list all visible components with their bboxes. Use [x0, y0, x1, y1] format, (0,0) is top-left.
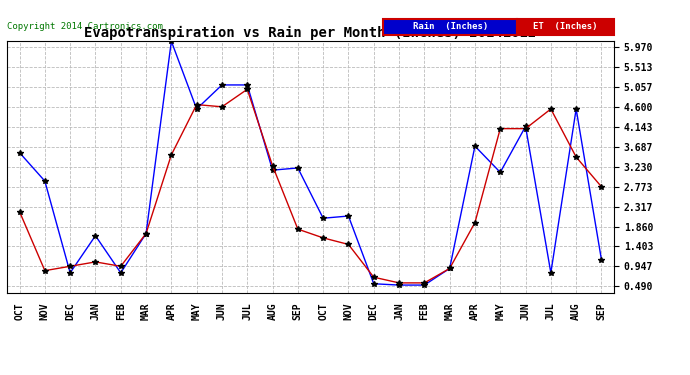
- Text: ET  (Inches): ET (Inches): [533, 22, 598, 32]
- FancyBboxPatch shape: [384, 19, 517, 35]
- FancyBboxPatch shape: [517, 19, 614, 35]
- Text: Rain  (Inches): Rain (Inches): [413, 22, 488, 32]
- Text: Copyright 2014 Cartronics.com: Copyright 2014 Cartronics.com: [7, 22, 163, 31]
- Title: Evapotranspiration vs Rain per Month (Inches) 20141012: Evapotranspiration vs Rain per Month (In…: [84, 26, 537, 40]
